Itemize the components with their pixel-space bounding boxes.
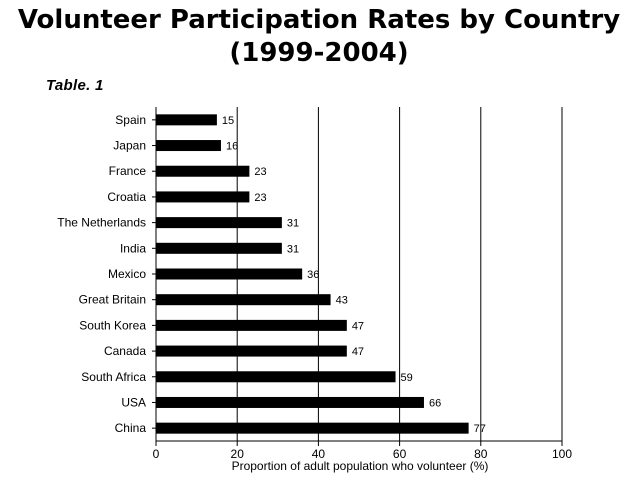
category-label: Croatia: [107, 190, 146, 204]
category-label: USA: [121, 395, 146, 409]
x-tick-label: 40: [312, 447, 326, 461]
bar: [156, 319, 347, 331]
bar: [156, 140, 221, 152]
x-tick-label: 100: [552, 447, 572, 461]
title-line-1: Volunteer Participation Rates by Country: [17, 5, 621, 35]
bar: [156, 165, 250, 177]
x-tick-label: 60: [393, 447, 407, 461]
data-label: 36: [307, 269, 319, 281]
bar: [156, 422, 469, 434]
category-label: China: [115, 421, 147, 435]
x-tick-label: 20: [231, 447, 245, 461]
bar: [156, 242, 282, 254]
x-tick-label: 80: [474, 447, 488, 461]
data-label: 31: [287, 243, 299, 255]
data-label: 16: [226, 141, 238, 153]
bar: [156, 371, 396, 383]
data-label: 47: [352, 346, 364, 358]
bar: [156, 345, 347, 357]
category-label: France: [109, 164, 147, 178]
category-label: Canada: [104, 344, 146, 358]
category-label: Japan: [113, 139, 146, 153]
bar: [156, 114, 217, 126]
category-label: Mexico: [108, 267, 146, 281]
data-label: 66: [429, 397, 441, 409]
page-title: Volunteer Participation Rates by Country…: [0, 4, 638, 70]
data-label: 23: [254, 166, 266, 178]
data-label: 15: [222, 115, 234, 127]
category-label: South Africa: [81, 370, 146, 384]
data-label: 59: [401, 372, 413, 384]
bar: [156, 191, 250, 203]
data-label: 23: [254, 192, 266, 204]
x-tick-label: 0: [153, 447, 160, 461]
category-label: Spain: [115, 113, 146, 127]
table-label: Table. 1: [46, 77, 104, 94]
x-axis-label: Proportion of adult population who volun…: [232, 459, 489, 473]
bar: [156, 268, 303, 280]
data-label: 47: [352, 320, 364, 332]
data-label: 77: [474, 423, 486, 435]
title-line-2: (1999-2004): [229, 38, 409, 68]
bars: 15 16 23 23 31 31 36 43 47 47 59 66 77: [156, 114, 486, 435]
category-label: The Netherlands: [57, 216, 146, 230]
category-label: Great Britain: [79, 293, 146, 307]
category-label: India: [120, 241, 146, 255]
grid-lines: [236, 107, 563, 441]
category-label: South Korea: [79, 318, 146, 332]
bar: [156, 396, 424, 408]
bar: [156, 217, 282, 229]
bar: [156, 294, 331, 306]
data-label: 43: [336, 295, 348, 307]
data-label: 31: [287, 218, 299, 230]
axes: 0 20 40 60 80 100 Spain Japan France Croatia The N…: [57, 107, 572, 461]
